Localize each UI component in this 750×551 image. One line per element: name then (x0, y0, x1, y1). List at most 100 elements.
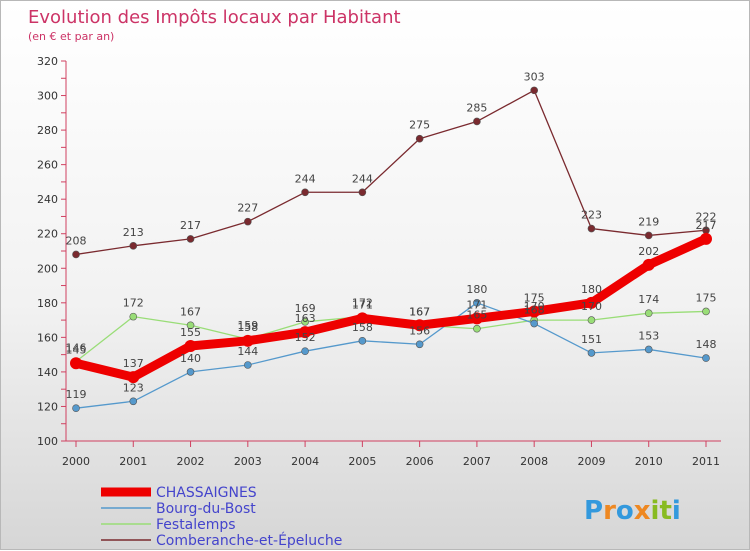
data-point-bourg-du-bost (473, 299, 481, 307)
data-label-bourg-du-bost: 148 (696, 338, 717, 351)
y-tick-label: 200 (37, 262, 58, 275)
data-label-comberanche-et-epeluche: 244 (352, 172, 373, 185)
data-label-chassaignes: 163 (295, 312, 316, 325)
x-tick-label: 2005 (348, 455, 376, 468)
legend-label: Comberanche-et-Épeluche (156, 532, 342, 549)
data-label-bourg-du-bost: 153 (638, 329, 659, 342)
data-point-bourg-du-bost (301, 347, 309, 355)
data-point-comberanche-et-epeluche (186, 235, 195, 243)
x-tick-label: 2007 (463, 455, 491, 468)
data-point-bourg-du-bost (587, 349, 596, 357)
data-point-comberanche-et-epeluche (72, 250, 80, 259)
legend-label: Bourg-du-Bost (156, 501, 256, 517)
series-line-chassaignes (71, 234, 711, 382)
x-tick-label: 2006 (406, 455, 434, 468)
data-point-festalemps (301, 318, 309, 326)
data-label-bourg-du-bost: 180 (466, 283, 487, 296)
data-point-chassaignes (700, 232, 712, 245)
data-point-chassaignes (642, 258, 655, 271)
data-point-bourg-du-bost (72, 404, 80, 412)
data-point-festalemps (644, 309, 653, 317)
y-tick-label: 180 (37, 297, 58, 310)
x-tick-label: 2009 (577, 455, 605, 468)
y-tick-label: 100 (37, 435, 58, 448)
data-label-chassaignes: 137 (123, 357, 144, 370)
data-label-festalemps: 174 (638, 293, 659, 306)
data-point-comberanche-et-epeluche (530, 86, 538, 95)
data-label-comberanche-et-epeluche: 285 (466, 101, 487, 114)
data-label-festalemps: 169 (295, 302, 316, 315)
proxiti-logo: Proxiti (584, 496, 681, 526)
data-point-comberanche-et-epeluche (244, 217, 252, 226)
data-label-chassaignes: 167 (409, 305, 430, 318)
data-label-bourg-du-bost: 168 (524, 304, 545, 317)
data-point-bourg-du-bost (129, 397, 138, 406)
data-point-comberanche-et-epeluche (415, 134, 424, 143)
x-tick-label: 2008 (520, 455, 548, 468)
series-layer (70, 86, 712, 412)
data-point-festalemps (702, 307, 710, 316)
data-point-bourg-du-bost (244, 361, 252, 369)
data-label-chassaignes: 171 (466, 298, 487, 311)
data-label-comberanche-et-epeluche: 213 (123, 226, 144, 239)
data-point-bourg-du-bost (702, 354, 710, 362)
data-point-bourg-du-bost (415, 340, 424, 349)
data-point-bourg-du-bost (644, 345, 653, 354)
legend: CHASSAIGNESBourg-du-BostFestalempsComber… (101, 485, 342, 549)
axes: 100 120 140 160 180 200 220 240 260 280 300 320 2000… (37, 55, 721, 468)
data-point-comberanche-et-epeluche (301, 188, 309, 197)
y-tick-label: 120 (37, 400, 58, 413)
data-point-festalemps (186, 321, 195, 330)
data-label-comberanche-et-epeluche: 244 (295, 172, 316, 185)
data-label-bourg-du-bost: 123 (123, 381, 144, 394)
data-label-bourg-du-bost: 119 (66, 388, 87, 401)
data-point-bourg-du-bost (530, 319, 538, 328)
x-tick-label: 2011 (692, 455, 720, 468)
data-label-festalemps: 175 (696, 291, 717, 304)
chart-title: Evolution des Impôts locaux par Habitant (28, 7, 401, 28)
data-point-chassaignes (184, 340, 197, 352)
data-label-bourg-du-bost: 140 (180, 352, 201, 365)
x-tick-label: 2001 (119, 455, 147, 468)
data-label-comberanche-et-epeluche: 222 (696, 210, 717, 223)
y-tick-label: 220 (37, 228, 58, 241)
data-label-festalemps: 159 (237, 319, 258, 332)
data-point-chassaignes (127, 371, 140, 384)
data-point-chassaignes (585, 296, 598, 309)
series-line-comberanche-et-epeluche (75, 89, 707, 256)
data-label-chassaignes: 202 (638, 245, 659, 258)
data-point-chassaignes (356, 312, 369, 325)
series-line-bourg-du-bost (75, 302, 707, 409)
data-label-comberanche-et-epeluche: 227 (237, 202, 258, 215)
data-label-comberanche-et-epeluche: 303 (524, 70, 545, 83)
data-label-comberanche-et-epeluche: 223 (581, 209, 602, 222)
y-tick-label: 320 (37, 55, 58, 68)
data-point-comberanche-et-epeluche (129, 242, 138, 250)
data-label-bourg-du-bost: 158 (352, 321, 373, 334)
data-label-festalemps: 167 (409, 305, 430, 318)
chart-subtitle: (en € et par an) (28, 30, 114, 43)
data-point-chassaignes (528, 305, 541, 318)
data-label-chassaignes: 155 (180, 326, 201, 339)
legend-label: CHASSAIGNES (156, 485, 257, 501)
data-point-festalemps (129, 312, 138, 321)
data-label-festalemps: 170 (524, 300, 545, 313)
data-label-comberanche-et-epeluche: 217 (180, 219, 201, 232)
data-point-chassaignes (299, 326, 312, 339)
legend-label: Festalemps (156, 517, 236, 533)
data-label-comberanche-et-epeluche: 275 (409, 119, 430, 132)
data-label-festalemps: 172 (123, 297, 144, 310)
data-label-festalemps: 172 (352, 297, 373, 310)
data-label-chassaignes: 145 (66, 343, 87, 356)
data-point-bourg-du-bost (358, 337, 367, 345)
data-label-festalemps: 170 (581, 300, 602, 313)
data-point-comberanche-et-epeluche (587, 224, 596, 233)
data-label-chassaignes: 217 (696, 219, 717, 232)
x-tick-label: 2000 (62, 455, 90, 468)
data-point-chassaignes (470, 312, 483, 325)
data-label-comberanche-et-epeluche: 208 (66, 234, 87, 247)
y-tick-label: 140 (37, 366, 58, 379)
data-label-comberanche-et-epeluche: 219 (638, 215, 659, 228)
